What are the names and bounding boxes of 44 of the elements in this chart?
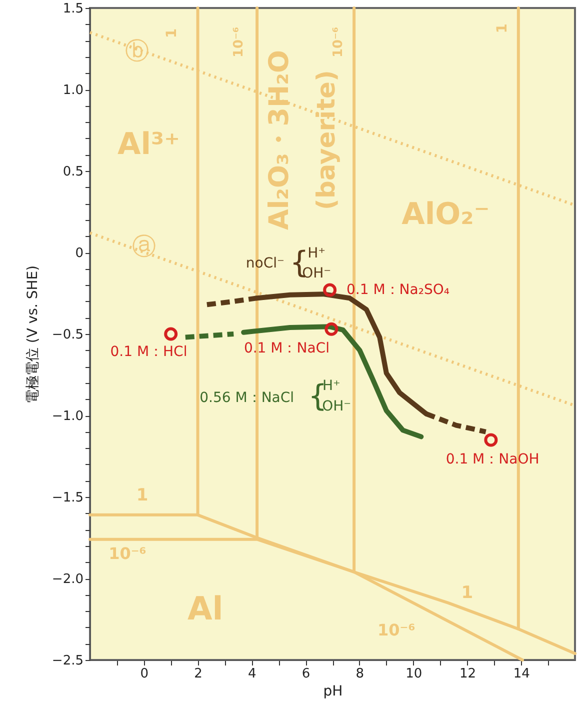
- annotation: 0.1 M：NaCl: [244, 340, 330, 357]
- annotation: AlO₂⁻: [402, 197, 490, 232]
- y-tick-label: −0.5: [52, 328, 84, 342]
- y-tick-label: −2.5: [52, 654, 84, 668]
- annotation: noCl⁻: [246, 255, 284, 272]
- annotation: 0.1 M：Na₂SO₄: [346, 282, 450, 298]
- annotation: 0.1 M：NaOH: [446, 452, 540, 468]
- x-tick-label: 12: [459, 666, 476, 682]
- annotation: 10⁻⁶: [331, 26, 346, 58]
- y-tick-label: −2.0: [52, 572, 84, 587]
- annotation: Al₂O₃・3H₂O: [264, 50, 295, 230]
- y-tick-label: 1.0: [62, 83, 84, 98]
- x-tick-label: 14: [513, 666, 530, 682]
- x-tick-label: 2: [194, 666, 202, 682]
- y-tick-label: 0.5: [62, 164, 84, 180]
- annotation: OH⁻: [322, 398, 352, 415]
- annotation: H⁺: [322, 378, 340, 394]
- x-tick-label: 10: [406, 666, 422, 682]
- annotation: 10⁻⁶: [108, 544, 146, 564]
- x-tick-label: 0: [140, 666, 149, 682]
- annotation: 10⁻⁶: [231, 26, 246, 58]
- annotation: 1: [494, 24, 510, 34]
- x-tick-label: 6: [302, 666, 310, 682]
- annotation: 0.1 M：HCl: [110, 344, 188, 360]
- y-axis-title: 電極電位 (V vs. SHE): [24, 265, 41, 404]
- y-tick-label: −1.5: [52, 490, 84, 506]
- annotation: Al: [187, 589, 224, 628]
- annotation: ⓐ: [132, 232, 156, 261]
- x-tick-label: 8: [356, 666, 364, 682]
- annotation: 1: [136, 485, 148, 506]
- annotation: ⓑ: [125, 37, 150, 66]
- annotation: 10⁻⁶: [378, 620, 416, 640]
- annotation: OH⁻: [302, 265, 332, 282]
- x-tick-label: 4: [248, 666, 256, 682]
- annotation: Al³⁺: [117, 126, 180, 162]
- annotation: (bayerite): [312, 70, 341, 210]
- annotation: 1: [164, 28, 180, 38]
- annotation: 1: [461, 583, 474, 604]
- y-tick-label: 1.5: [62, 2, 84, 16]
- annotation: H⁺: [308, 245, 326, 262]
- y-tick-label: 0: [75, 246, 84, 261]
- x-axis-title: pH: [323, 684, 343, 700]
- annotation: 0.56 M：NaCl: [200, 390, 294, 406]
- y-tick-label: −1.0: [52, 409, 84, 424]
